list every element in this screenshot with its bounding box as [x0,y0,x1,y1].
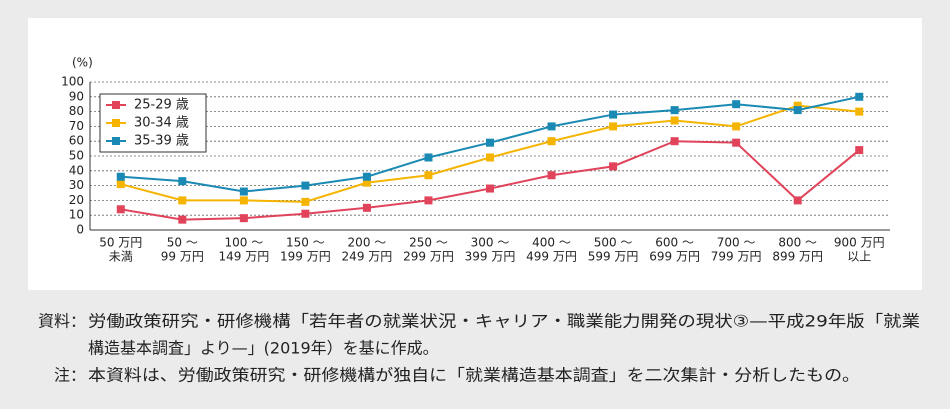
x-tick-label: 149 万円 [218,250,269,264]
point [609,122,618,131]
point [116,180,125,189]
point [855,146,864,155]
point [424,171,433,180]
point [670,106,679,115]
y-tick-label: 60 [69,134,84,148]
point [424,153,433,162]
x-tick-label: 499 万円 [526,250,577,264]
x-tick-label: 100 ～ [224,236,263,250]
x-tick-label: 99 万円 [161,250,204,264]
legend-marker [112,137,120,145]
x-tick-label: 50 ～ [167,236,198,250]
legend-marker [112,101,120,109]
point [670,116,679,125]
x-tick-label: 150 ～ [286,236,325,250]
point [486,184,494,193]
point [547,171,556,180]
x-tick-label: 400 ～ [532,236,571,250]
x-tick-label: 199 万円 [280,250,331,264]
x-tick-label: 500 ～ [594,236,633,250]
point [362,178,371,187]
legend-label: 35-39 歳 [134,134,189,149]
x-tick-label: 799 万円 [711,250,762,264]
y-axis-label: (%) [72,56,93,70]
point [486,138,494,147]
x-tick-label: 250 ～ [409,236,448,250]
y-tick-label: 30 [69,178,84,192]
x-tick-label: 50 万円 [99,236,142,250]
y-tick-label: 0 [76,223,84,237]
y-tick-label: 80 [69,104,84,118]
point [732,122,741,131]
point [116,205,125,214]
legend-label: 30-34 歳 [134,116,189,131]
point [239,214,248,223]
point [547,137,556,146]
chart-panel [28,18,922,290]
point [609,162,618,171]
x-tick-label: 899 万円 [772,250,823,264]
point [793,196,802,205]
point [178,177,187,186]
y-tick-label: 100 [61,75,84,89]
point [239,196,248,205]
x-tick-label: 599 万円 [588,250,639,264]
point [301,209,310,218]
y-tick-label: 70 [69,119,84,133]
x-tick-label: 900 万円 [834,236,885,250]
note-label: 資料： [38,312,86,331]
point [301,181,310,190]
point [855,107,864,116]
point [793,106,802,115]
x-tick-label: 299 万円 [403,250,454,264]
point [609,110,618,119]
x-tick-label: 以上 [847,250,871,264]
y-tick-label: 90 [69,89,84,103]
point [362,172,371,181]
x-tick-label: 600 ～ [655,236,694,250]
legend-label: 25-29 歳 [134,98,189,113]
note-text: 労働政策研究・研修機構「若年者の就業状況・キャリア・職業能力開発の現状③—平成2… [88,312,920,331]
note-label: 注： [54,366,86,385]
point [793,101,802,110]
x-tick-label: 200 ～ [348,236,387,250]
x-tick-label: 未満 [109,250,133,264]
point [732,138,741,147]
point [547,122,556,131]
y-tick-label: 20 [69,193,84,207]
x-tick-label: 800 ～ [778,236,817,250]
point [424,196,433,205]
note-text: 構造基本調査」より—」(2019年）を基に作成。 [88,339,439,358]
y-tick-label: 10 [69,208,84,222]
y-tick-label: 40 [69,163,84,177]
point [670,137,679,146]
point [178,196,187,205]
x-tick-label: 249 万円 [342,250,393,264]
point [486,153,494,162]
x-tick-label: 300 ～ [471,236,510,250]
point [178,215,187,224]
x-tick-label: 700 ～ [717,236,756,250]
point [855,92,864,101]
legend-marker [112,119,120,127]
x-tick-label: 699 万円 [649,250,700,264]
note-text: 本資料は、労働政策研究・研修機構が独自に「就業構造基本調査」を二次集計・分析した… [88,366,860,385]
y-tick-label: 50 [69,149,84,163]
point [301,197,310,206]
point [116,172,125,181]
x-tick-label: 399 万円 [465,250,516,264]
point [732,100,741,109]
point [239,187,248,196]
point [362,203,371,212]
